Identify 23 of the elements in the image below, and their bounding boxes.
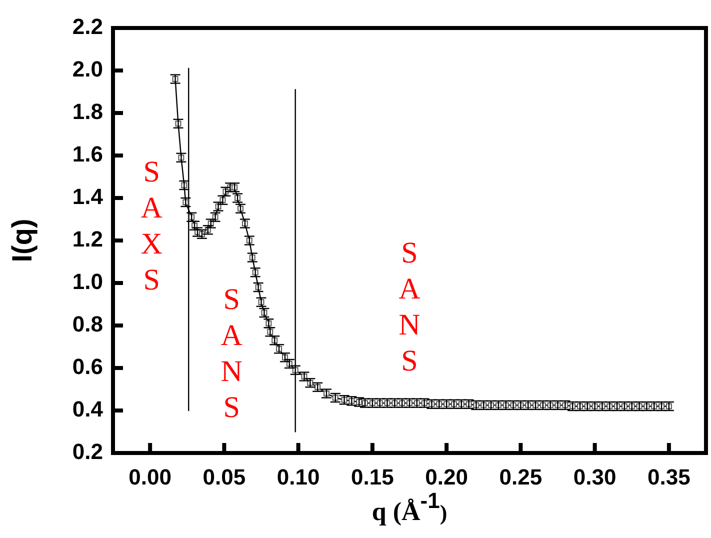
annotation: SAXS bbox=[140, 156, 163, 297]
y-tick-label: 2.0 bbox=[72, 56, 103, 82]
x-tick-label: 0.10 bbox=[276, 464, 320, 490]
y-axis-title: I(q) bbox=[6, 218, 38, 262]
y-tick-label: 1.6 bbox=[72, 142, 103, 167]
y-tick-label: 0.6 bbox=[72, 354, 103, 380]
annotation: SANS bbox=[220, 283, 243, 424]
x-tick-label: 0.25 bbox=[499, 464, 542, 490]
x-tick-label: 0.30 bbox=[573, 464, 616, 490]
y-tick-label: 1.2 bbox=[72, 226, 103, 252]
x-tick-label: 0.35 bbox=[648, 464, 690, 490]
y-tick-label: 0.2 bbox=[72, 439, 103, 464]
y-tick-label: 1.4 bbox=[72, 184, 104, 210]
y-tick-label: 1.0 bbox=[72, 269, 103, 294]
y-tick-label: 0.4 bbox=[72, 396, 104, 422]
x-tick-label: 0.20 bbox=[425, 464, 468, 490]
x-tick-label: 0.15 bbox=[351, 464, 394, 490]
x-tick-label: 0.00 bbox=[128, 464, 172, 490]
y-tick-label: 0.8 bbox=[72, 312, 103, 337]
y-tick-label: 1.8 bbox=[72, 99, 103, 124]
x-tick-label: 0.05 bbox=[202, 464, 246, 490]
annotation: SANS bbox=[398, 236, 421, 378]
y-tick-label: 2.2 bbox=[72, 14, 103, 40]
